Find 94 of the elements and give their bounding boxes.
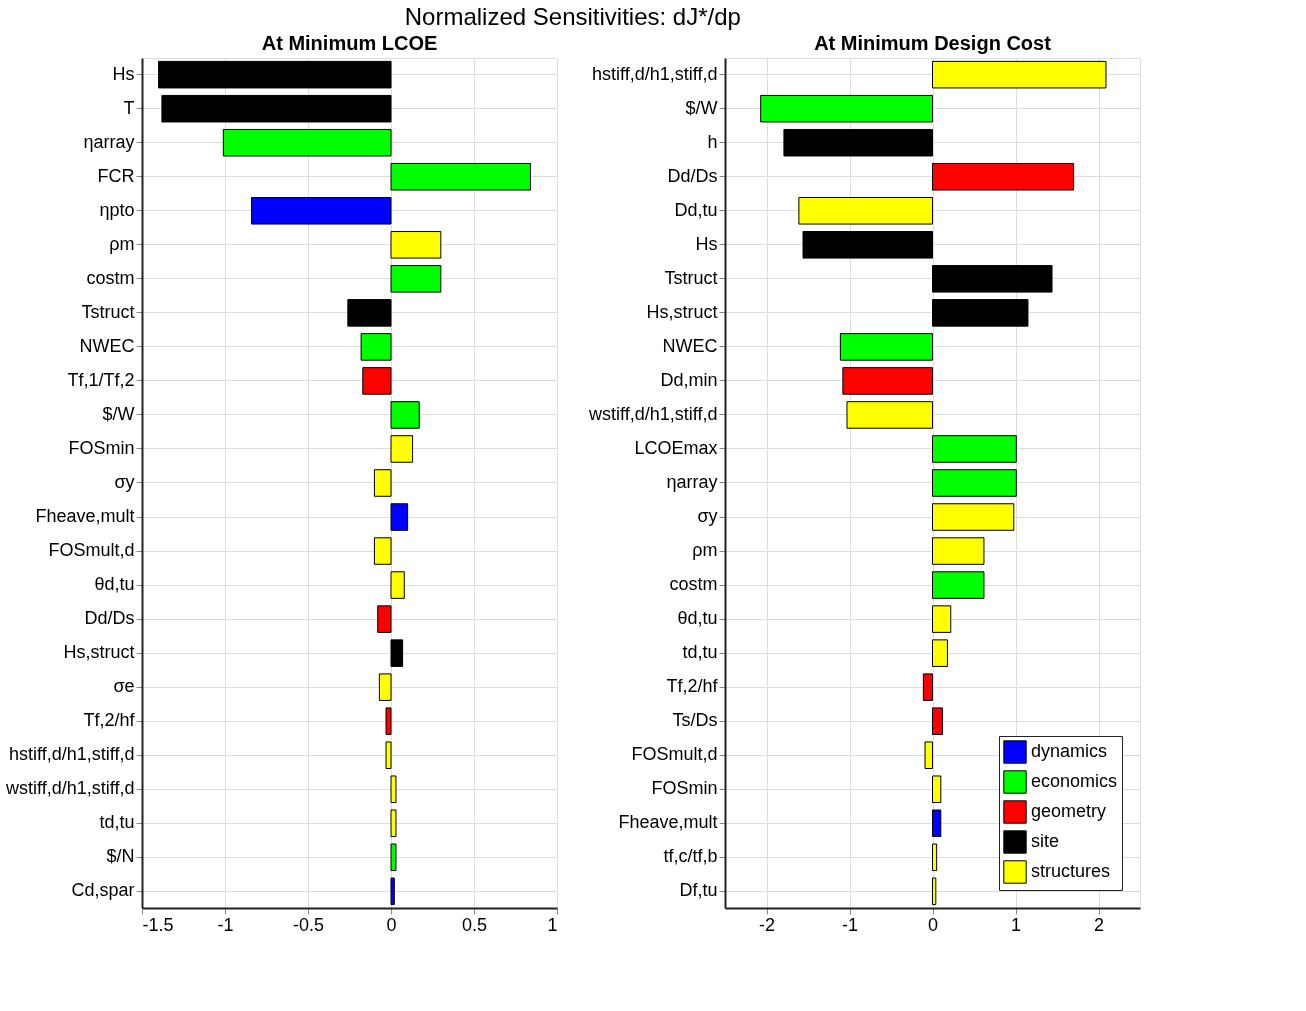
legend-label: economics bbox=[1031, 771, 1118, 791]
y-tick-label: Ts/Ds bbox=[672, 710, 718, 731]
chart-title: At Minimum Design Cost bbox=[814, 32, 1052, 54]
y-tick-label: NWEC bbox=[662, 335, 718, 356]
legend-label: site bbox=[1031, 831, 1060, 851]
y-tick-label: Dd/Ds bbox=[84, 608, 135, 629]
bar bbox=[932, 639, 948, 667]
y-tick-label: FOSmin bbox=[68, 437, 135, 458]
chart-title: Normalized Sensitivities: dJ*/dp bbox=[404, 2, 741, 30]
y-tick-label: $/W bbox=[685, 97, 718, 118]
bar bbox=[846, 401, 933, 429]
legend-label: geometry bbox=[1031, 801, 1107, 821]
bar bbox=[932, 265, 1053, 293]
y-tick-label: σy bbox=[697, 506, 718, 527]
bar bbox=[932, 469, 1017, 497]
x-tick-label: 2 bbox=[1093, 914, 1105, 935]
bar bbox=[932, 503, 1015, 531]
y-tick-label: NWEC bbox=[79, 335, 135, 356]
y-tick-label: Dd/Ds bbox=[667, 165, 718, 186]
legend-label: dynamics bbox=[1031, 741, 1108, 761]
bar bbox=[932, 605, 952, 633]
y-tick-label: td,tu bbox=[99, 812, 135, 833]
y-tick-label: hstiff,d/h1,stiff,d bbox=[9, 744, 135, 765]
y-tick-label: θd,tu bbox=[677, 608, 718, 629]
bar bbox=[798, 197, 933, 225]
x-tick-label: 1 bbox=[547, 914, 558, 935]
y-tick-label: ηarray bbox=[83, 131, 135, 152]
legend-label: structures bbox=[1031, 861, 1111, 881]
bar bbox=[842, 367, 933, 395]
y-tick-label: Dd,min bbox=[660, 369, 718, 390]
x-tick-label: 0 bbox=[927, 914, 939, 935]
y-tick-label: ρm bbox=[109, 233, 135, 254]
bar bbox=[932, 809, 942, 838]
bar bbox=[932, 435, 1017, 463]
x-tick-label: -1 bbox=[841, 914, 859, 935]
y-tick-label: Tf,2/hf bbox=[666, 676, 719, 697]
bar bbox=[760, 94, 933, 123]
bar bbox=[932, 775, 942, 804]
bar bbox=[932, 877, 937, 906]
y-tick-label: Hs bbox=[112, 63, 135, 84]
y-tick-label: Hs bbox=[695, 233, 718, 254]
bar bbox=[932, 299, 1029, 327]
y-tick-label: Tstruct bbox=[81, 301, 135, 322]
y-tick-label: Fheave,mult bbox=[35, 506, 135, 527]
y-tick-label: costm bbox=[86, 267, 135, 288]
y-tick-label: ηpto bbox=[99, 199, 135, 220]
y-tick-label: Dd,tu bbox=[674, 199, 718, 220]
bar bbox=[932, 537, 985, 565]
y-tick-label: Hs,struct bbox=[646, 301, 718, 322]
bar bbox=[932, 162, 1075, 191]
y-tick-label: σe bbox=[113, 676, 135, 697]
y-tick-label: σy bbox=[114, 472, 135, 492]
x-tick-label: -1 bbox=[217, 914, 234, 935]
y-tick-label: Df,tu bbox=[679, 880, 718, 901]
y-tick-label: Tf,2/hf bbox=[83, 710, 136, 731]
bar bbox=[932, 60, 1107, 89]
y-tick-label: FOSmult,d bbox=[48, 540, 135, 561]
x-tick-label: -0.5 bbox=[292, 914, 325, 935]
y-tick-label: ρm bbox=[692, 540, 718, 561]
y-tick-label: FCR bbox=[97, 165, 135, 186]
y-tick-label: LCOEmax bbox=[634, 437, 718, 458]
y-tick-label: ηarray bbox=[666, 472, 718, 492]
y-tick-label: T bbox=[123, 97, 135, 118]
y-tick-label: tf,c/tf,b bbox=[663, 846, 718, 867]
x-tick-label: 0.5 bbox=[461, 914, 488, 935]
y-tick-label: θd,tu bbox=[94, 574, 135, 595]
y-tick-label: $/W bbox=[102, 403, 135, 424]
x-tick-label: -1.5 bbox=[142, 914, 174, 935]
bar bbox=[922, 673, 933, 701]
y-tick-label: td,tu bbox=[682, 642, 718, 663]
x-tick-label: 0 bbox=[386, 914, 397, 935]
bar bbox=[932, 843, 938, 872]
bar bbox=[783, 128, 933, 157]
y-tick-label: FOSmin bbox=[651, 778, 718, 799]
y-tick-label: Fheave,mult bbox=[618, 812, 718, 833]
y-tick-label: FOSmult,d bbox=[631, 744, 718, 765]
chart-subtitle: At Minimum LCOE bbox=[261, 32, 438, 54]
y-tick-label: Cd,spar bbox=[71, 880, 135, 901]
y-tick-label: $/N bbox=[106, 846, 135, 867]
y-tick-label: h bbox=[707, 131, 718, 152]
y-tick-label: hstiff,d/h1,stiff,d bbox=[592, 63, 718, 84]
bar bbox=[932, 707, 943, 735]
bar bbox=[839, 333, 933, 361]
x-tick-label: -2 bbox=[758, 914, 776, 935]
y-tick-label: wstiff,d/h1,stiff,d bbox=[5, 778, 135, 799]
x-tick-label: 1 bbox=[1010, 914, 1022, 935]
y-tick-label: wstiff,d/h1,stiff,d bbox=[588, 403, 718, 424]
y-tick-label: Tstruct bbox=[664, 267, 718, 288]
y-tick-label: Hs,struct bbox=[63, 642, 135, 663]
bar bbox=[802, 231, 933, 259]
bar bbox=[932, 571, 985, 599]
y-tick-label: costm bbox=[669, 574, 718, 595]
y-tick-label: Tf,1/Tf,2 bbox=[67, 369, 135, 390]
bar bbox=[924, 741, 933, 769]
